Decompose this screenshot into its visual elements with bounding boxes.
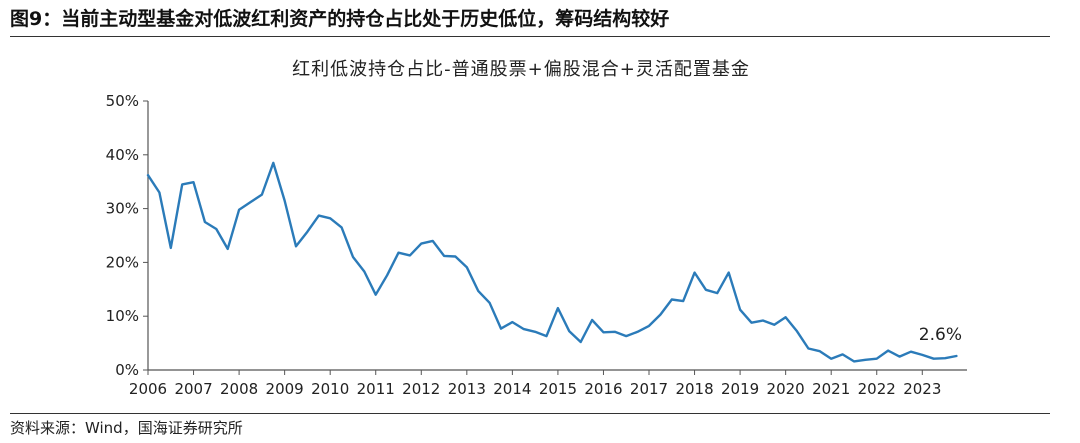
x-tick-labels: 2006 2007 2008 2009 2010 2011 2012 2013 2014 2015… bbox=[129, 380, 941, 398]
x-tick-label: 2007 bbox=[174, 380, 212, 398]
y-tick-label: 30% bbox=[106, 200, 139, 218]
x-tick-label: 2012 bbox=[402, 380, 440, 398]
x-tick-label: 2015 bbox=[539, 380, 577, 398]
series-line bbox=[146, 161, 958, 363]
x-tick-label: 2021 bbox=[812, 380, 850, 398]
x-tick-label: 2008 bbox=[220, 380, 258, 398]
footer-rule bbox=[10, 413, 1050, 414]
x-tick-label: 2020 bbox=[767, 380, 805, 398]
x-tick-label: 2009 bbox=[266, 380, 304, 398]
y-tick-label: 0% bbox=[115, 361, 139, 379]
x-tick-label: 2013 bbox=[448, 380, 486, 398]
x-tick-label: 2011 bbox=[357, 380, 395, 398]
x-tick-label: 2023 bbox=[903, 380, 941, 398]
header-rule bbox=[10, 36, 1050, 37]
last-value-label: 2.6% bbox=[919, 325, 962, 345]
axes bbox=[143, 100, 967, 375]
x-tick-label: 2014 bbox=[493, 380, 531, 398]
y-tick-label: 20% bbox=[106, 253, 139, 271]
y-tick-label: 10% bbox=[106, 307, 139, 325]
x-tick-label: 2010 bbox=[311, 380, 349, 398]
figure-header: 图9：当前主动型基金对低波红利资产的持仓占比处于历史低位，筹码结构较好 bbox=[10, 6, 1050, 34]
y-tick-labels: 0% 10% 20% 30% 40% 50% bbox=[106, 92, 139, 379]
x-tick-label: 2018 bbox=[675, 380, 713, 398]
x-tick-label: 2016 bbox=[584, 380, 622, 398]
line-chart: 红利低波持仓占比-普通股票+偏股混合+灵活配置基金 0% 10% 20% 30% 40%… bbox=[106, 59, 967, 398]
x-tick-label: 2006 bbox=[129, 380, 167, 398]
figure-title: 图9：当前主动型基金对低波红利资产的持仓占比处于历史低位，筹码结构较好 bbox=[10, 8, 670, 30]
y-tick-label: 40% bbox=[106, 146, 139, 164]
x-tick-label: 2019 bbox=[721, 380, 759, 398]
x-tick-label: 2022 bbox=[858, 380, 896, 398]
chart-title: 红利低波持仓占比-普通股票+偏股混合+灵活配置基金 bbox=[292, 59, 750, 80]
source-note: 资料来源：Wind，国海证券研究所 bbox=[10, 419, 243, 437]
x-tick-label: 2017 bbox=[630, 380, 668, 398]
series-layer bbox=[146, 161, 958, 363]
y-tick-label: 50% bbox=[106, 92, 139, 110]
